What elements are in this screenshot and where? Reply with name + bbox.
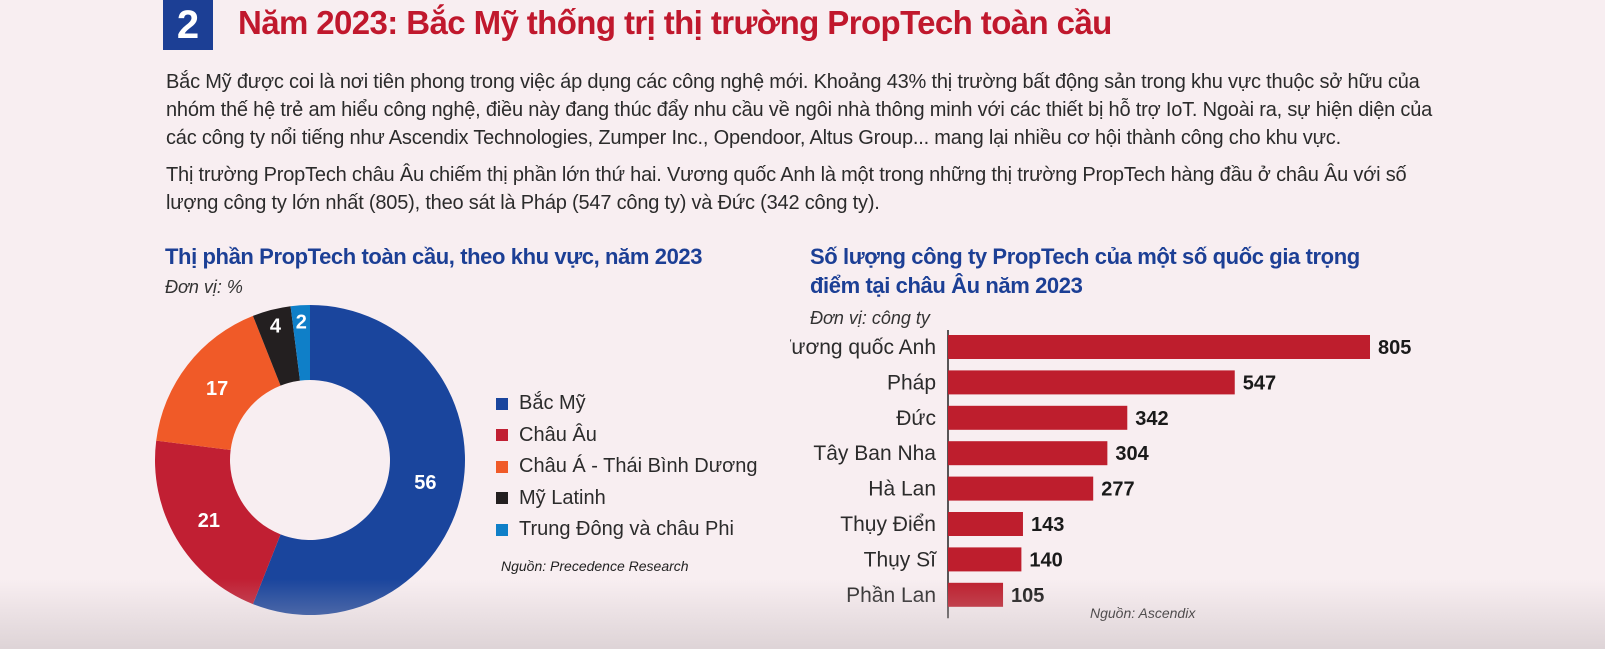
donut-slice xyxy=(252,306,300,386)
legend-swatch xyxy=(496,397,508,410)
legend-item: Châu Âu xyxy=(496,420,757,452)
legend-label: Châu Âu xyxy=(519,423,597,446)
bar-category-label: Tây Ban Nha xyxy=(813,442,936,465)
bar xyxy=(948,441,1108,466)
legend-swatch xyxy=(496,492,508,505)
bar-category-label: Thụy Sĩ xyxy=(864,548,938,571)
bar-category-label: Hà Lan xyxy=(868,478,936,501)
donut-slice-label: 56 xyxy=(414,472,436,494)
bar-value-label: 805 xyxy=(1378,337,1411,359)
bar-value-label: 143 xyxy=(1031,514,1064,536)
bar-category-label: Đức xyxy=(896,407,936,430)
bar xyxy=(948,476,1094,501)
bar-chart-title: Số lượng công ty PropTech của một số quố… xyxy=(810,244,1360,298)
bar-category-label: Vương quốc Anh xyxy=(790,336,936,359)
section-title: Năm 2023: Bắc Mỹ thống trị thị trường Pr… xyxy=(238,4,1112,41)
legend-item: Bắc Mỹ xyxy=(496,388,757,420)
bar xyxy=(948,370,1235,395)
bar-chart: Vương quốc Anh 805 Pháp 547 Đức 342 Tây Ban Nh… xyxy=(790,330,1411,619)
legend-item: Mỹ Latinh xyxy=(496,483,757,515)
bar-value-label: 277 xyxy=(1101,479,1134,501)
legend-label: Trung Đông và châu Phi xyxy=(519,518,734,541)
donut-slice-label: 17 xyxy=(206,378,228,400)
bar-chart-unit: Đơn vị: công ty xyxy=(810,308,930,328)
bar-category-label: Pháp xyxy=(887,371,936,394)
legend-swatch xyxy=(496,523,508,536)
legend-label: Châu Á - Thái Bình Dương xyxy=(519,455,758,478)
bar xyxy=(948,405,1128,430)
bar-source: Nguồn: Ascendix xyxy=(1090,605,1196,621)
section-number: 2 xyxy=(163,0,213,50)
intro-paragraph-2: Thị trường PropTech châu Âu chiếm thị ph… xyxy=(166,164,1407,214)
donut-slice-label: 21 xyxy=(198,510,220,532)
legend-label: Mỹ Latinh xyxy=(519,486,606,509)
donut-slice xyxy=(155,440,281,605)
donut-slice-label: 4 xyxy=(270,315,282,337)
bar-value-label: 547 xyxy=(1243,372,1276,394)
donut-legend: Bắc Mỹ Châu Âu Châu Á - Thái Bình Dương Mỹ … xyxy=(496,388,757,546)
bar xyxy=(948,547,1022,572)
bar xyxy=(948,512,1023,536)
donut-slice-label: 2 xyxy=(296,311,307,333)
bar-category-label: Thụy Điển xyxy=(840,513,936,536)
bar-value-label: 140 xyxy=(1029,549,1062,571)
bar-value-label: 304 xyxy=(1115,443,1149,465)
legend-item: Trung Đông và châu Phi xyxy=(496,514,757,546)
legend-swatch xyxy=(496,429,508,442)
bar xyxy=(948,335,1370,359)
donut-slice xyxy=(156,315,281,450)
donut-chart-unit: Đơn vị: % xyxy=(165,277,243,297)
legend-label: Bắc Mỹ xyxy=(519,392,586,415)
donut-chart: 56 21 17 4 2 xyxy=(155,305,465,615)
bar-value-label: 342 xyxy=(1135,408,1168,430)
legend-item: Châu Á - Thái Bình Dương xyxy=(496,451,757,483)
bar xyxy=(948,582,1004,607)
bar-category-label: Phần Lan xyxy=(846,584,936,607)
donut-slice xyxy=(290,305,310,381)
legend-swatch xyxy=(496,460,508,473)
donut-chart-title: Thị phần PropTech toàn cầu, theo khu vực… xyxy=(165,244,703,269)
intro-paragraph-1: Bắc Mỹ được coi là nơi tiên phong trong … xyxy=(166,71,1433,149)
donut-slice xyxy=(252,305,465,615)
donut-source: Nguồn: Precedence Research xyxy=(501,558,689,574)
bar-value-label: 105 xyxy=(1011,585,1044,607)
